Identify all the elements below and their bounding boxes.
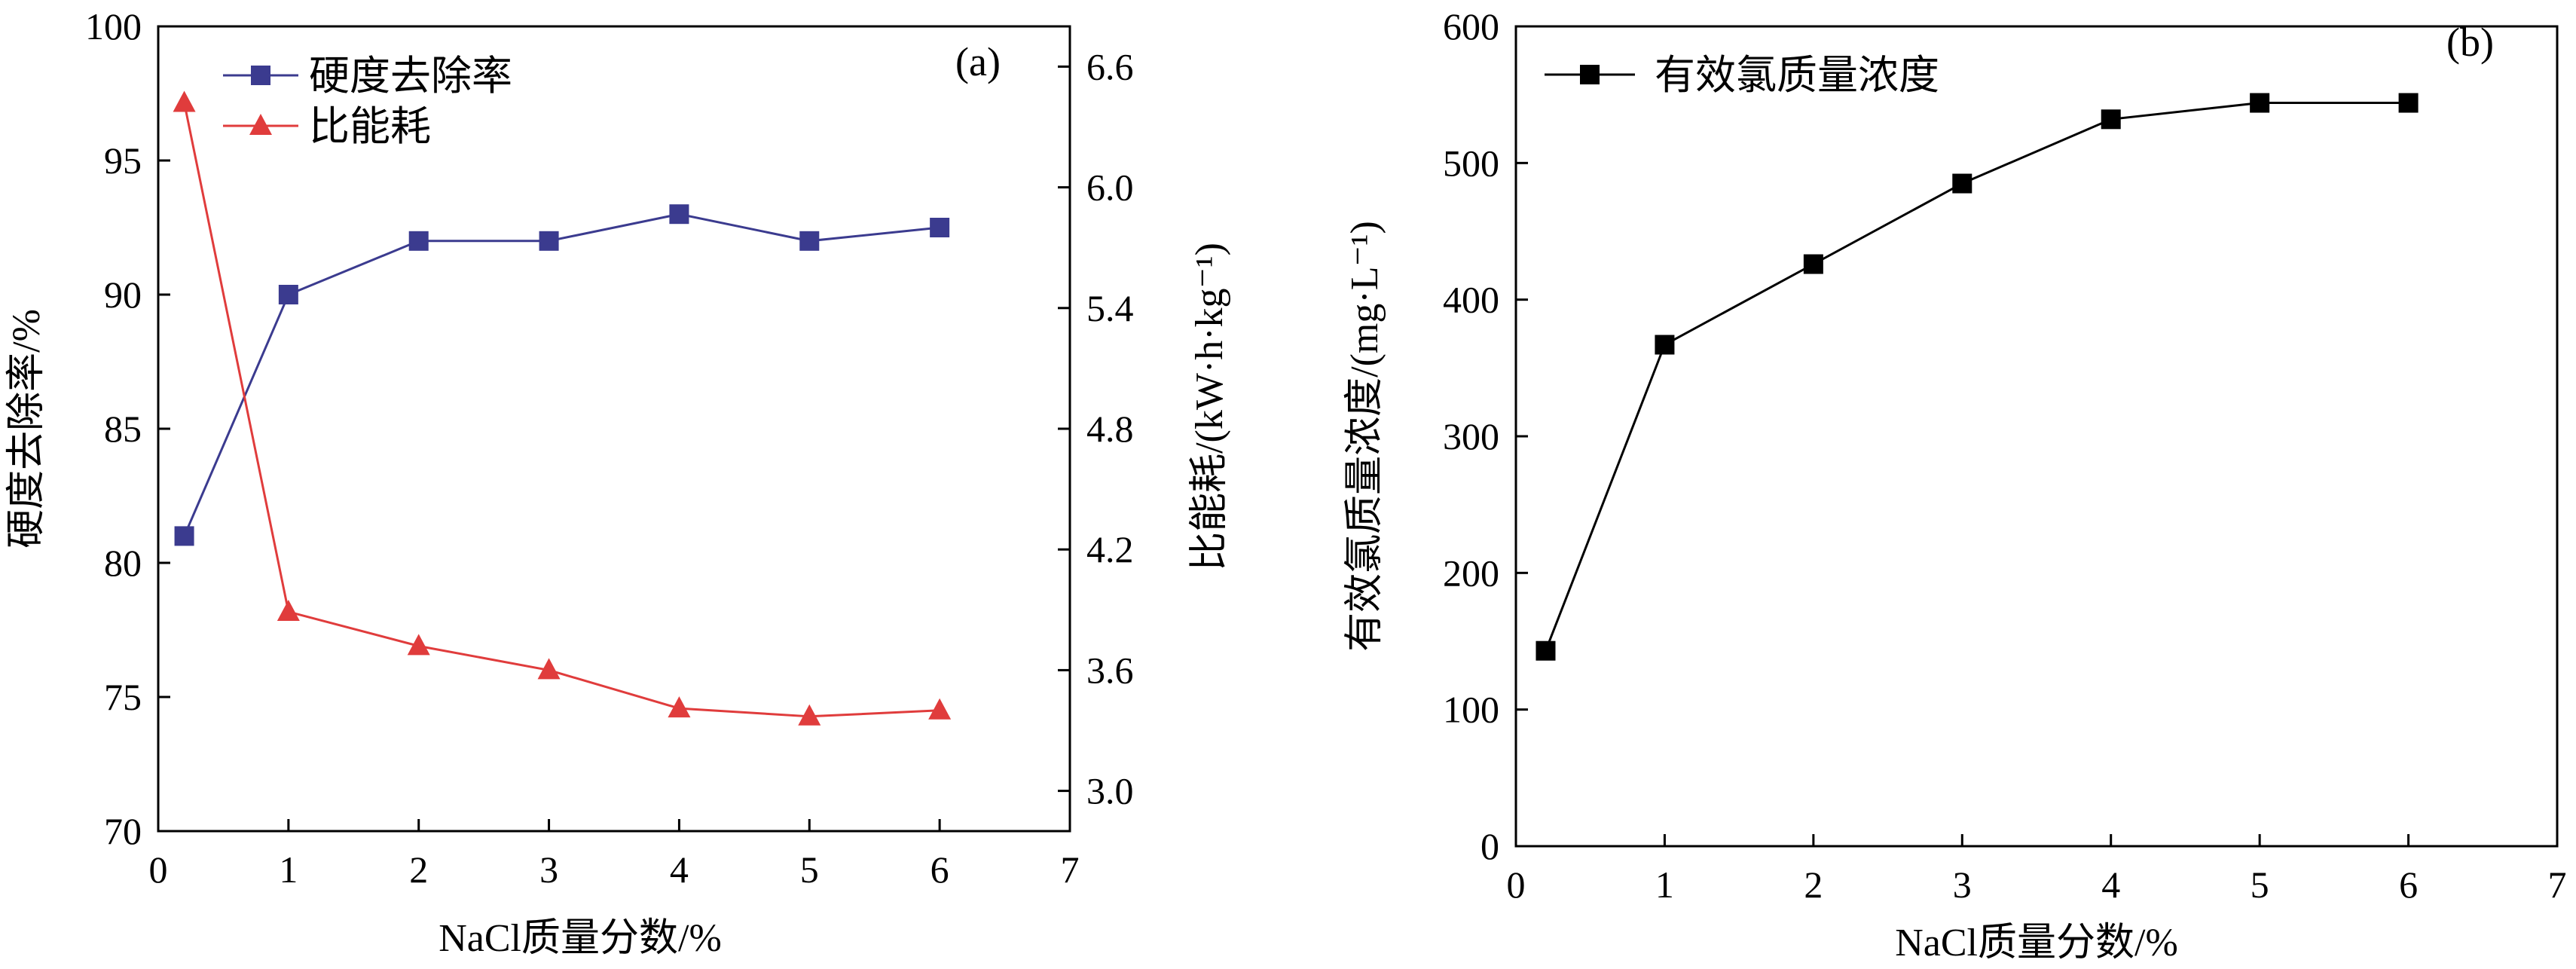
panel-b-series-0-point (2250, 93, 2270, 113)
panel-a-series-1-point (668, 696, 691, 718)
panel-b-series-0-point (2398, 93, 2419, 113)
panel-b-y-tick-label: 200 (1443, 552, 1499, 594)
panel-b-x-tick-label: 0 (1507, 864, 1526, 906)
panel-a-series-1-point (798, 704, 821, 726)
legend-marker-energy (249, 114, 272, 135)
panel-b-x-tick-label: 5 (2251, 864, 2269, 906)
panel-a-x-tick-label: 3 (539, 848, 558, 891)
panel-b-series-0-point (1803, 254, 1823, 274)
panel-a-y-tick-label: 95 (104, 139, 142, 182)
panel-a-y2-tick-label: 6.0 (1086, 167, 1134, 209)
panel-a-series-1-line (183, 102, 940, 718)
legend-label-hardness: 硬度去除率 (309, 53, 512, 99)
panel-b-series-0-line (1545, 102, 2409, 652)
panel-b-x-tick-label: 2 (1804, 864, 1823, 906)
panel-b-y-tick-label: 600 (1443, 5, 1499, 47)
panel-a-series-0-point (408, 231, 429, 251)
panel-b-y-tick-label: 100 (1443, 689, 1499, 731)
panel-a-x-tick-label: 7 (1061, 848, 1080, 891)
panel-a-series-0-point (278, 285, 298, 304)
panel-b-series-0-point (2101, 109, 2121, 130)
panel-a-y2-axis-title: 比能耗/(kW·h·kg⁻¹) (1188, 243, 1231, 571)
panel-b-x-tick-label: 1 (1655, 864, 1674, 906)
panel-a-series-0-point (174, 526, 194, 546)
panel-b-legend: 有效氯质量浓度 (1545, 53, 1939, 98)
panel-a-series-0-point (930, 218, 950, 237)
panel-b-plot-frame (1514, 25, 2559, 848)
panel-a-series (173, 90, 952, 726)
panel-a-series-1-point (537, 658, 561, 680)
panel-b-x-tick-label: 4 (2101, 864, 2120, 906)
panel-a-series-0-line (183, 212, 940, 536)
panel-a-y-tick-label: 90 (104, 274, 142, 316)
panel-a-y-tick-label: 70 (104, 810, 142, 852)
panel-a-series-0-point (669, 204, 689, 225)
panel-a-y2-tick-label: 6.6 (1086, 45, 1134, 87)
legend-label-energy: 比能耗 (309, 104, 431, 149)
panel-a-y-tick-label: 85 (104, 408, 142, 450)
panel-a-y2-tick-label: 3.0 (1086, 770, 1134, 812)
panel-b-x-tick-label: 7 (2548, 864, 2567, 906)
panel-b-label: (b) (2446, 20, 2494, 65)
legend-label-chlorine: 有效氯质量浓度 (1655, 53, 1939, 98)
panel-a-y-ticks: 70 75 80 85 90 95 100 (85, 5, 170, 852)
panel-b-y-tick-label: 500 (1443, 142, 1499, 184)
panel-b-y-tick-label: 400 (1443, 279, 1499, 321)
panel-b-series-0-point (1655, 335, 1675, 355)
panel-a-series-0-point (539, 231, 559, 251)
panel-a-series-1-point (928, 698, 952, 720)
legend-marker-hardness (251, 66, 270, 85)
panel-a-x-axis-title: NaCl质量分数/% (439, 917, 722, 960)
panel-a-x-ticks: 0 1 2 3 4 5 6 7 (149, 819, 1080, 891)
panel-a-y2-tick-label: 3.6 (1086, 649, 1134, 691)
panel-a-x-tick-label: 6 (930, 848, 949, 891)
panel-a-x-tick-label: 5 (800, 848, 819, 891)
panel-b-y-tick-label: 300 (1443, 415, 1499, 457)
panel-b-series-0-point (1952, 173, 1972, 194)
panel-b-x-tick-label: 6 (2399, 864, 2418, 906)
panel-b-y-tick-label: 0 (1481, 825, 1499, 867)
panel-a-y-tick-label: 80 (104, 542, 142, 584)
panel-a-series-1-point (407, 634, 430, 656)
panel-b-series-0-point (1536, 640, 1556, 661)
panel-a-y-axis-title: 硬度去除率/% (5, 309, 48, 549)
panel-a-series-1-point (173, 90, 196, 112)
panel-b-y-ticks: 0 100 200 300 400 500 600 (1443, 5, 1528, 867)
panel-a-label: (a) (955, 39, 1001, 84)
panel-a-y-tick-label: 100 (85, 5, 142, 47)
panel-a-x-tick-label: 4 (670, 848, 689, 891)
panel-a-y2-tick-label: 4.8 (1086, 408, 1134, 450)
panel-b-x-tick-label: 3 (1953, 864, 1972, 906)
panel-a-legend: 硬度去除率 比能耗 (223, 53, 512, 149)
panel-b-y-axis-title: 有效氯质量浓度/(mg·L⁻¹) (1343, 221, 1386, 652)
panel-a-x-tick-label: 1 (279, 848, 298, 891)
panel-b: (b) 0 1 2 3 4 5 6 7 0 100 200 300 400 500 600 有效氯质量浓度… (1343, 5, 2567, 964)
panel-a-x-tick-label: 2 (409, 848, 428, 891)
panel-b-x-ticks: 0 1 2 3 4 5 6 7 (1507, 834, 2567, 906)
panel-b-x-axis-title: NaCl质量分数/% (1895, 922, 2178, 964)
panel-a-x-tick-label: 0 (149, 848, 168, 891)
panel-a-y2-tick-label: 4.2 (1086, 528, 1134, 570)
panel-a: (a) 0 1 2 3 4 5 6 7 70 75 80 85 90 95 100 3.0 3.6 4.2 4.… (5, 5, 1231, 960)
panel-a-series-0-point (799, 231, 820, 251)
panel-a-series-1-point (277, 599, 300, 621)
panel-b-series (1536, 93, 2419, 661)
panel-a-y2-tick-label: 5.4 (1086, 287, 1134, 329)
panel-a-y-tick-label: 75 (104, 676, 142, 718)
panel-a-y2-ticks: 3.0 3.6 4.2 4.8 5.4 6.0 6.6 (1058, 45, 1134, 812)
legend-marker-chlorine (1580, 65, 1600, 84)
